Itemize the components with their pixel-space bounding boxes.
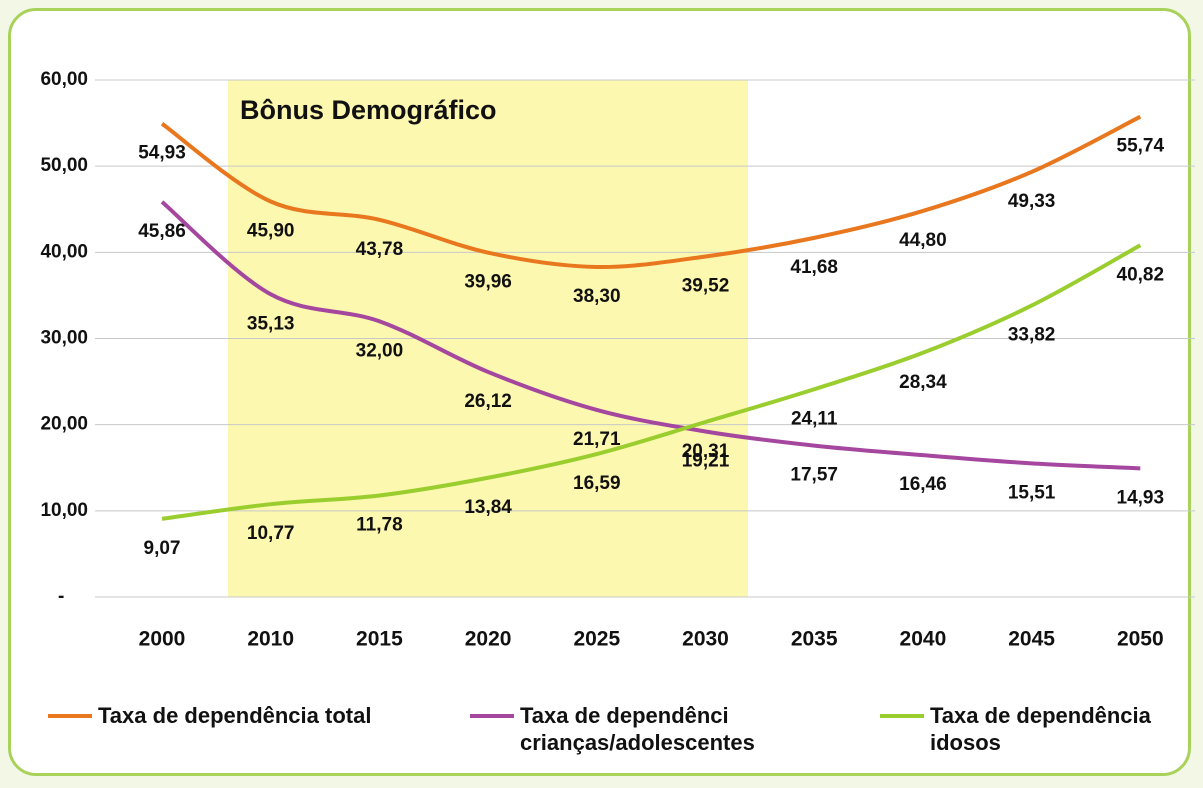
data-label: 39,52 (682, 275, 730, 296)
data-label: 35,13 (247, 313, 295, 334)
y-tick-label: 10,00 (40, 500, 88, 521)
data-label: 28,34 (899, 372, 947, 393)
legend-swatch (48, 714, 92, 718)
data-label: 54,93 (138, 143, 186, 164)
data-label: 10,77 (247, 523, 295, 544)
series-line (160, 200, 1141, 471)
data-label: 24,11 (791, 408, 838, 429)
x-tick-label: 2025 (573, 628, 620, 651)
data-label: 13,84 (464, 497, 512, 518)
y-tick-label: - (58, 586, 64, 607)
data-label: 26,12 (464, 391, 512, 412)
data-label: 17,57 (790, 465, 838, 486)
x-tick-label: 2015 (356, 628, 403, 651)
legend-swatch (470, 714, 514, 718)
x-tick-label: 2010 (247, 628, 294, 651)
data-label: 41,68 (790, 257, 838, 278)
legend-swatch (880, 714, 924, 718)
annotation: Bônus Demográfico (240, 95, 497, 125)
x-tick-label: 2020 (465, 628, 512, 651)
series-line (160, 114, 1142, 269)
legend-label: Taxa de dependência idosos (930, 703, 1151, 755)
legend-item: Taxa de dependênci crianças/adolescentes (470, 702, 780, 756)
y-tick-label: 50,00 (40, 155, 88, 176)
data-label: 45,90 (247, 221, 295, 242)
data-label: 19,21 (682, 450, 730, 471)
data-label: 16,46 (899, 474, 947, 495)
x-tick-label: 2045 (1008, 628, 1055, 651)
data-label: 9,07 (144, 538, 181, 559)
data-label: 45,86 (138, 221, 186, 242)
y-tick-label: 60,00 (40, 69, 88, 90)
data-label: 44,80 (899, 230, 947, 251)
data-label: 38,30 (573, 286, 621, 307)
legend-label: Taxa de dependência total (98, 703, 372, 728)
x-tick-label: 2000 (139, 628, 186, 651)
data-label: 49,33 (1008, 191, 1056, 212)
x-tick-label: 2030 (682, 628, 729, 651)
data-label: 39,96 (464, 272, 512, 293)
y-tick-label: 40,00 (40, 241, 88, 262)
data-label: 43,78 (356, 239, 404, 260)
data-label: 40,82 (1117, 264, 1165, 285)
legend-label: Taxa de dependênci crianças/adolescentes (520, 703, 755, 755)
data-label: 21,71 (573, 429, 621, 450)
series-line (161, 243, 1142, 521)
data-label: 33,82 (1008, 325, 1056, 346)
data-label: 20,31 (682, 441, 730, 462)
data-label: 32,00 (356, 340, 404, 361)
data-label: 16,59 (573, 473, 621, 494)
data-label: 11,78 (356, 515, 403, 536)
y-tick-label: 20,00 (40, 414, 88, 435)
data-label: 55,74 (1117, 136, 1165, 157)
x-tick-label: 2050 (1117, 628, 1164, 651)
legend-item: Taxa de dependência idosos (880, 702, 1190, 756)
data-label: 14,93 (1117, 487, 1165, 508)
x-tick-label: 2040 (900, 628, 947, 651)
y-tick-label: 30,00 (40, 328, 88, 349)
data-label: 15,51 (1008, 482, 1056, 503)
legend-item: Taxa de dependência total (48, 702, 428, 729)
x-tick-label: 2035 (791, 628, 838, 651)
